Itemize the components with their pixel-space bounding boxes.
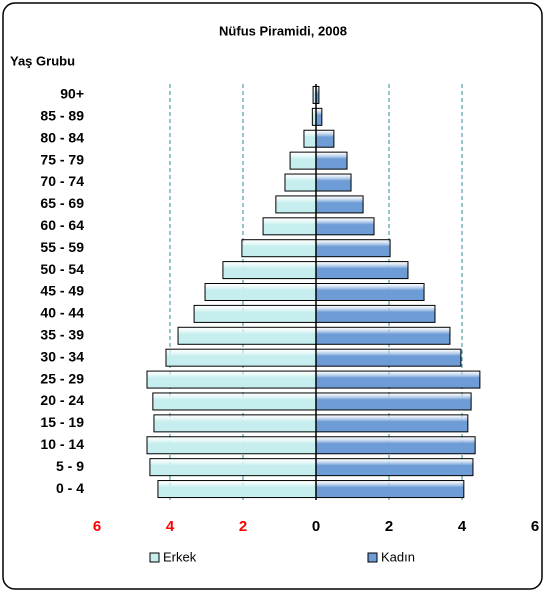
x-tick-label: 4 (166, 518, 175, 535)
bar (222, 261, 317, 280)
bar (315, 480, 465, 499)
bar (315, 458, 474, 477)
y-tick-label: 65 - 69 (40, 195, 84, 211)
bar (315, 107, 323, 126)
y-tick-label: 10 - 14 (40, 436, 84, 452)
bar (303, 129, 317, 148)
bar (157, 480, 317, 499)
bar (315, 173, 352, 192)
bar (315, 326, 451, 345)
bar (315, 239, 391, 258)
bar (289, 151, 317, 170)
y-tick-label: 15 - 19 (40, 414, 84, 430)
bar (315, 283, 425, 301)
bar (315, 370, 481, 389)
x-tick-label: 6 (531, 518, 539, 535)
y-tick-label: 85 - 89 (40, 108, 84, 124)
y-tick-label: 40 - 44 (40, 305, 84, 321)
legend-swatch (149, 552, 160, 563)
legend-swatch (367, 552, 378, 563)
bar (315, 129, 335, 148)
y-tick-label: 20 - 24 (40, 392, 84, 408)
bar (146, 370, 317, 389)
x-tick-label: 4 (458, 518, 467, 535)
y-tick-label: 75 - 79 (40, 151, 84, 167)
y-tick-label: 25 - 29 (40, 370, 84, 386)
y-tick-label: 55 - 59 (40, 239, 84, 255)
bar (315, 392, 472, 411)
bar (146, 436, 317, 455)
bar (315, 261, 409, 280)
bar (315, 436, 476, 455)
bar (315, 304, 436, 323)
y-tick-label: 90+ (60, 86, 84, 102)
y-tick-label: 5 - 9 (56, 458, 84, 474)
y-tick-label: 30 - 34 (40, 348, 84, 364)
y-tick-label: 80 - 84 (40, 129, 84, 145)
bar (193, 304, 317, 323)
x-tick-label: 2 (239, 518, 247, 535)
bar (275, 195, 317, 214)
y-tick-label: 60 - 64 (40, 217, 84, 233)
y-axis-label: Yaş Grubu (10, 53, 75, 68)
x-tick-label: 2 (385, 518, 393, 535)
bar (315, 414, 469, 433)
x-tick-label: 6 (93, 518, 101, 535)
bar (152, 392, 317, 411)
y-tick-label: 70 - 74 (40, 173, 84, 189)
y-tick-label: 45 - 49 (40, 283, 84, 299)
x-tick-label: 0 (312, 518, 320, 535)
bar (315, 348, 462, 367)
y-tick-label: 35 - 39 (40, 326, 84, 342)
bar (149, 458, 317, 477)
bar (262, 217, 317, 236)
bar (315, 195, 364, 214)
bar (315, 217, 375, 236)
chart-title: Nüfus Piramidi, 2008 (219, 23, 347, 38)
bar (153, 414, 317, 433)
bar (241, 239, 317, 258)
bar (165, 348, 317, 367)
legend-label: Kadın (381, 549, 415, 564)
bar (177, 326, 317, 345)
y-tick-label: 0 - 4 (56, 480, 84, 496)
bar (284, 173, 317, 192)
legend-label: Erkek (163, 549, 197, 564)
bar (204, 283, 317, 301)
bar (315, 151, 348, 170)
y-tick-label: 50 - 54 (40, 261, 84, 277)
